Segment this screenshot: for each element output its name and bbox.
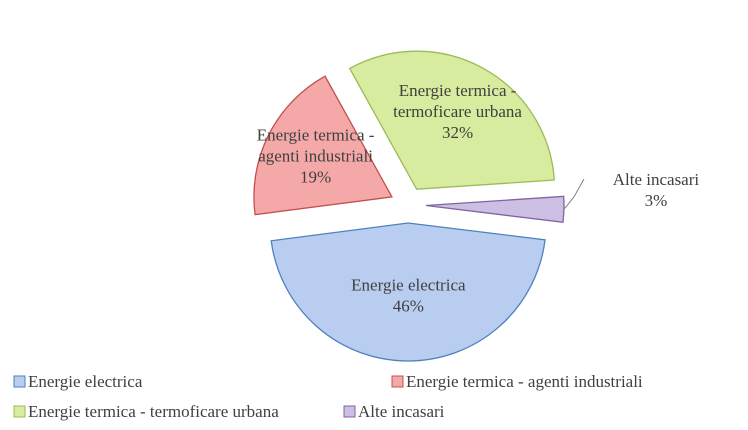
leader-line — [563, 178, 585, 210]
legend-item: Alte incasari — [343, 402, 445, 421]
pie-slice — [253, 75, 393, 216]
data-label: 32% — [442, 123, 473, 142]
legend-label: Energie termica - termoficare urbana — [28, 402, 279, 421]
data-label: 46% — [393, 297, 424, 316]
legend-label: Energie electrica — [28, 372, 143, 391]
data-label-category: Energie electrica — [351, 276, 466, 295]
legend-item: Energie termica - agenti industriali — [391, 372, 643, 391]
data-label-category: Energie termica -termoficare urbana — [393, 81, 522, 121]
legend-swatch — [13, 405, 26, 418]
legend-swatch — [391, 375, 404, 388]
pie-slice — [425, 195, 565, 224]
data-label: 19% — [300, 167, 331, 186]
data-label-category: Energie termica -agenti industriali — [257, 125, 375, 165]
legend-item: Energie termica - termoficare urbana — [13, 402, 279, 421]
legend-label: Alte incasari — [358, 402, 445, 421]
pie-slice — [270, 222, 546, 362]
legend-swatch — [343, 405, 356, 418]
legend-label: Energie termica - agenti industriali — [406, 372, 643, 391]
data-label-category: Alte incasari — [613, 170, 700, 189]
legend-item: Energie electrica — [13, 372, 143, 391]
data-label: 3% — [645, 191, 668, 210]
legend-swatch — [13, 375, 26, 388]
pie-slice — [348, 50, 556, 190]
